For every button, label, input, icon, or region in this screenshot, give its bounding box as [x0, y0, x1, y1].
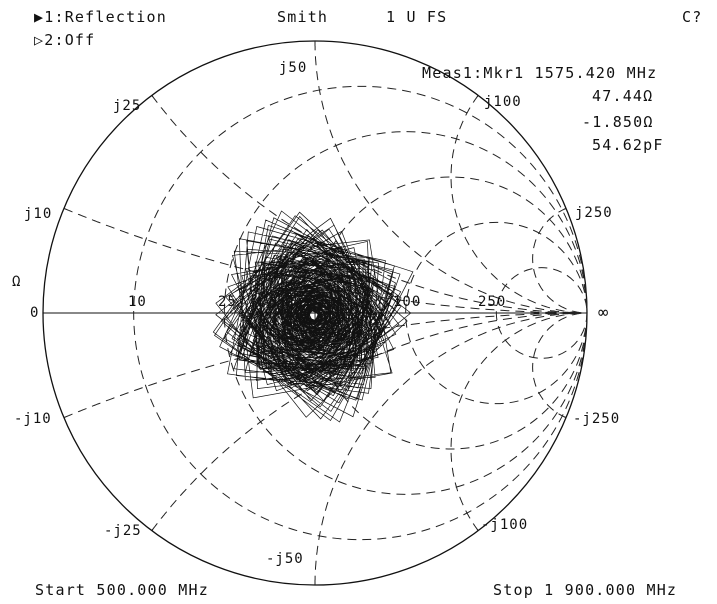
- reactance-label-j10: j10: [24, 206, 52, 222]
- reflection-trace: [212, 210, 414, 423]
- reactance-arc-pos-50: [314, 41, 586, 314]
- reactance-arc-pos-25: [151, 95, 586, 314]
- marker-capacitance: 54.62pF: [592, 136, 664, 154]
- reactance-arc-pos-250: [532, 207, 586, 314]
- scale-label: 1 U FS: [386, 8, 448, 26]
- real-label-inf: ∞: [598, 303, 609, 323]
- sweep-stop: Stop 1 900.000 MHz: [493, 581, 678, 599]
- marker-reactance: -1.850Ω: [582, 113, 654, 131]
- reactance-label-neg-j10: -j10: [14, 411, 52, 427]
- real-label-25: 25: [218, 294, 237, 310]
- trace2-label[interactable]: ▷2:Off: [34, 31, 96, 49]
- reactance-label-j100: j100: [484, 94, 522, 110]
- corner-indicator: C?: [682, 8, 703, 26]
- resistance-circle-250: [495, 267, 588, 359]
- real-label-100: 100: [393, 294, 421, 310]
- reactance-arc-neg-25: [151, 312, 586, 531]
- reactance-label-neg-j50: -j50: [266, 551, 304, 567]
- reactance-arc-neg-100: [450, 312, 586, 531]
- smith-grid: [42, 40, 588, 586]
- sweep-start: Start 500.000 MHz: [35, 581, 209, 599]
- reactance-label-neg-j25: -j25: [104, 523, 142, 539]
- reactance-arc-neg-50: [314, 312, 586, 585]
- impedance-unit-label: Ω: [12, 274, 21, 290]
- format-label: Smith: [277, 8, 329, 26]
- reactance-label-j50: j50: [279, 60, 307, 76]
- reactance-label-neg-j100: -j100: [481, 517, 528, 533]
- marker-1-glyph: [302, 311, 314, 323]
- smith-labels: Ω 0 10 25 100 250 ∞ j10 j25 j50 j100 j25…: [12, 60, 620, 567]
- reflection-trace-path: [212, 210, 414, 423]
- reactance-label-neg-j250: -j250: [573, 411, 620, 427]
- reactance-label-j250: j250: [575, 205, 613, 221]
- real-label-10: 10: [128, 294, 147, 310]
- reactance-label-j25: j25: [113, 98, 141, 114]
- marker-resistance: 47.44Ω: [592, 87, 654, 105]
- reactance-arc-pos-100: [450, 95, 586, 314]
- real-label-0: 0: [30, 305, 39, 321]
- marker-title: Meas1:Mkr1 1575.420 MHz: [422, 64, 658, 82]
- real-label-250: 250: [478, 294, 506, 310]
- trace1-label[interactable]: ▶1:Reflection: [34, 8, 167, 26]
- reactance-arc-neg-250: [532, 312, 586, 419]
